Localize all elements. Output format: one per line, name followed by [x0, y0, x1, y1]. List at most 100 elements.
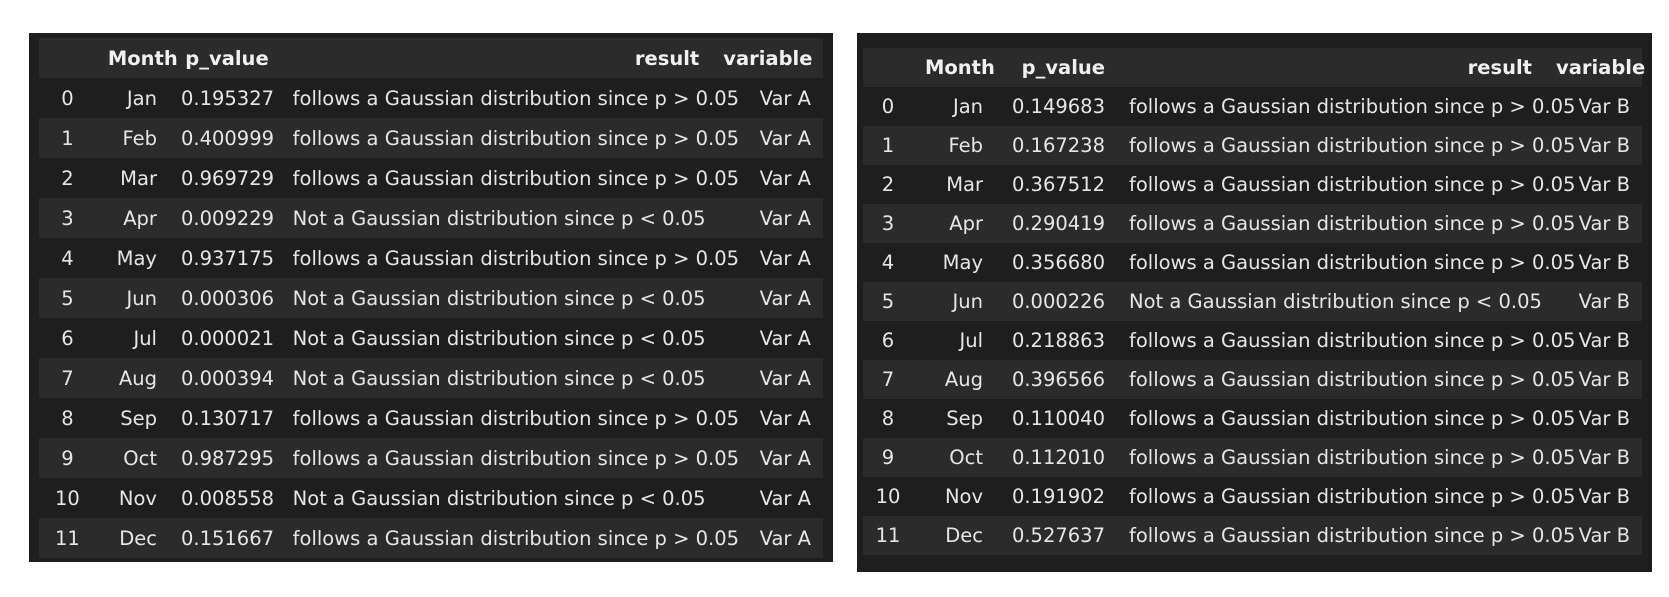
result-header: result — [634, 46, 700, 70]
table-row: 7 Aug 0.396566 follows a Gaussian distribut… — [863, 360, 1642, 399]
row-index: 7 — [61, 366, 74, 390]
variable-cell: Var A — [759, 326, 811, 350]
p-value-cell: 0.000394 — [180, 366, 275, 390]
table-row: 8 Sep 0.130717 follows a Gaussian distribut… — [39, 398, 823, 438]
row-index: 11 — [875, 524, 901, 547]
table-row: 4 May 0.356680 follows a Gaussian distribut… — [863, 243, 1642, 282]
row-index: 5 — [61, 286, 74, 310]
variable-cell: Var A — [759, 246, 811, 270]
row-index: 1 — [61, 126, 74, 150]
month-cell: May — [942, 251, 983, 274]
variable-cell: Var A — [759, 126, 811, 150]
p-value-cell: 0.009229 — [180, 206, 275, 230]
table-row: 1 Feb 0.167238 follows a Gaussian distribut… — [863, 126, 1642, 165]
month-cell: Sep — [946, 407, 983, 430]
p-value-header: p_value — [185, 46, 269, 70]
month-cell: Jul — [959, 329, 983, 352]
table-row: 7 Aug 0.000394 Not a Gaussian distribution … — [39, 358, 823, 398]
row-index: 2 — [881, 173, 895, 196]
table-row: 3 Apr 0.009229 Not a Gaussian distribution … — [39, 198, 823, 238]
variable-cell: Var A — [759, 486, 811, 510]
variable-cell: Var A — [759, 406, 811, 430]
row-index: 1 — [881, 134, 895, 157]
variable-cell: Var B — [1578, 446, 1630, 469]
month-header: Month — [925, 56, 995, 79]
result-cell: follows a Gaussian distribution since p … — [1129, 134, 1576, 157]
p-value-cell: 0.969729 — [180, 166, 275, 190]
variable-cell: Var B — [1578, 329, 1630, 352]
p-value-cell: 0.987295 — [180, 446, 275, 470]
month-cell: Mar — [120, 166, 157, 190]
month-cell: Sep — [120, 406, 157, 430]
result-cell: follows a Gaussian distribution since p … — [292, 166, 740, 190]
p-value-cell: 0.195327 — [180, 86, 275, 110]
month-cell: Oct — [123, 446, 157, 470]
table-row: 10 Nov 0.191902 follows a Gaussian distribu… — [863, 477, 1642, 516]
result-cell: Not a Gaussian distribution since p < 0.… — [292, 286, 706, 310]
p-value-cell: 0.149683 — [1011, 95, 1105, 118]
table-row: 3 Apr 0.290419 follows a Gaussian distribut… — [863, 204, 1642, 243]
variable-cell: Var A — [759, 526, 811, 550]
table-row: 8 Sep 0.110040 follows a Gaussian distribut… — [863, 399, 1642, 438]
table-header-row: Month p_value result variable — [39, 38, 823, 78]
month-cell: Feb — [122, 126, 157, 150]
table-row: 1 Feb 0.400999 follows a Gaussian distribut… — [39, 118, 823, 158]
p-value-cell: 0.112010 — [1011, 446, 1105, 469]
row-index: 0 — [881, 95, 895, 118]
row-index: 10 — [55, 486, 80, 510]
p-value-cell: 0.000226 — [1011, 290, 1105, 313]
p-value-cell: 0.167238 — [1011, 134, 1105, 157]
month-cell: Jul — [133, 326, 157, 350]
table-row: 9 Oct 0.987295 follows a Gaussian distribut… — [39, 438, 823, 478]
result-cell: Not a Gaussian distribution since p < 0.… — [292, 206, 706, 230]
row-index: 6 — [61, 326, 74, 350]
p-value-cell: 0.000021 — [180, 326, 275, 350]
result-cell: follows a Gaussian distribution since p … — [1129, 407, 1576, 430]
result-cell: follows a Gaussian distribution since p … — [1129, 173, 1576, 196]
result-cell: follows a Gaussian distribution since p … — [1129, 95, 1576, 118]
p-value-cell: 0.151667 — [180, 526, 275, 550]
row-index: 2 — [61, 166, 74, 190]
month-cell: Jun — [126, 286, 157, 310]
month-cell: Dec — [119, 526, 157, 550]
p-value-cell: 0.937175 — [180, 246, 275, 270]
result-cell: follows a Gaussian distribution since p … — [1129, 368, 1576, 391]
variable-cell: Var B — [1578, 173, 1630, 196]
p-value-cell: 0.008558 — [180, 486, 275, 510]
p-value-cell: 0.110040 — [1011, 407, 1105, 430]
month-cell: Jan — [126, 86, 157, 110]
result-cell: follows a Gaussian distribution since p … — [1129, 524, 1576, 547]
month-cell: May — [116, 246, 157, 270]
p-value-header: p_value — [1021, 56, 1105, 79]
row-index: 8 — [61, 406, 74, 430]
month-header: Month — [107, 46, 178, 70]
table-header-row: Month p_value result variable — [863, 48, 1646, 87]
row-index: 4 — [881, 251, 895, 274]
result-cell: follows a Gaussian distribution since p … — [292, 86, 740, 110]
variable-cell: Var B — [1578, 407, 1630, 430]
row-index: 6 — [881, 329, 895, 352]
variable-cell: Var B — [1578, 251, 1630, 274]
p-value-cell: 0.290419 — [1011, 212, 1105, 235]
month-cell: Nov — [118, 486, 157, 510]
variable-cell: Var A — [759, 166, 811, 190]
result-cell: Not a Gaussian distribution since p < 0.… — [1129, 290, 1542, 313]
table-row: 11 Dec 0.527637 follows a Gaussian distribu… — [863, 516, 1642, 555]
dataframe-table-var-a: Month p_value result variable 0 Jan 0.195327 f… — [39, 38, 823, 558]
month-cell: Oct — [949, 446, 983, 469]
p-value-cell: 0.367512 — [1011, 173, 1105, 196]
variable-cell: Var A — [759, 366, 811, 390]
variable-header: variable — [1556, 56, 1646, 79]
p-value-cell: 0.191902 — [1011, 485, 1105, 508]
variable-header: variable — [723, 46, 813, 70]
variable-cell: Var B — [1578, 368, 1630, 391]
variable-cell: Var A — [759, 86, 811, 110]
result-cell: follows a Gaussian distribution since p … — [1129, 485, 1576, 508]
result-cell: follows a Gaussian distribution since p … — [1129, 212, 1576, 235]
variable-cell: Var B — [1578, 290, 1630, 313]
row-index: 9 — [881, 446, 895, 469]
result-cell: follows a Gaussian distribution since p … — [292, 446, 740, 470]
dataframe-output-right: Month p_value result variable 0 Jan 0.149683 f… — [857, 33, 1652, 572]
month-cell: Jan — [952, 95, 983, 118]
month-cell: Mar — [946, 173, 983, 196]
